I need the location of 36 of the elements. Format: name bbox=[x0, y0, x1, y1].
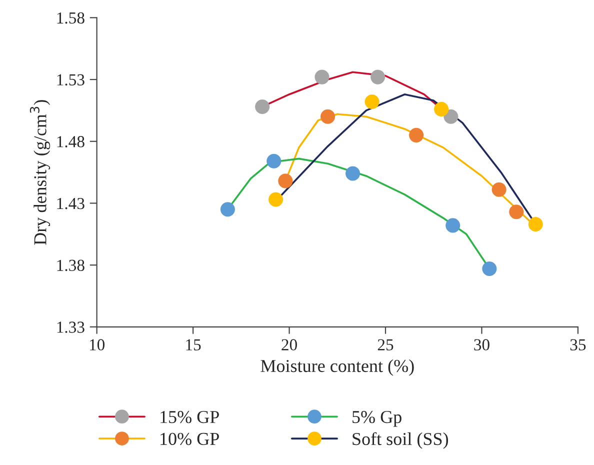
point bbox=[434, 102, 449, 116]
y-tick-label: 1.33 bbox=[57, 322, 84, 333]
legend-label: 10% GP bbox=[160, 432, 219, 446]
point bbox=[444, 109, 458, 124]
y-tick-label: 1.48 bbox=[57, 136, 84, 148]
point bbox=[220, 202, 235, 217]
point bbox=[364, 94, 380, 110]
y-tick-label: 1.58 bbox=[57, 12, 84, 24]
point bbox=[528, 216, 543, 232]
point bbox=[370, 70, 386, 84]
point bbox=[492, 182, 506, 197]
legend-label: 15% GP bbox=[160, 410, 219, 424]
point bbox=[509, 204, 524, 220]
x-axis-title: Moisture content (%) bbox=[260, 359, 414, 376]
point bbox=[255, 99, 270, 114]
y-tick-label: 1.43 bbox=[57, 198, 84, 210]
x-tick-label: 30 bbox=[474, 339, 490, 350]
point bbox=[268, 192, 284, 207]
x-tick-label: 35 bbox=[570, 339, 586, 350]
legend-label: Soft soil (SS) bbox=[352, 432, 448, 449]
point bbox=[409, 128, 424, 142]
point bbox=[314, 70, 330, 84]
y-tick-label: 1.38 bbox=[57, 260, 84, 272]
point bbox=[278, 174, 293, 188]
y-axis-title: Dry density (g/cm$^{3}$) bbox=[30, 100, 50, 245]
y-tick-label: 1.53 bbox=[57, 74, 84, 86]
point bbox=[320, 109, 336, 124]
x-tick-label: 10 bbox=[90, 339, 105, 350]
point bbox=[266, 154, 282, 168]
x-tick-label: 25 bbox=[378, 339, 394, 350]
point bbox=[346, 166, 360, 181]
point bbox=[482, 261, 497, 276]
point bbox=[446, 218, 460, 233]
x-tick-label: 15 bbox=[186, 339, 201, 350]
x-tick-label: 20 bbox=[282, 339, 297, 350]
legend-label: 5% Gp bbox=[352, 410, 402, 427]
